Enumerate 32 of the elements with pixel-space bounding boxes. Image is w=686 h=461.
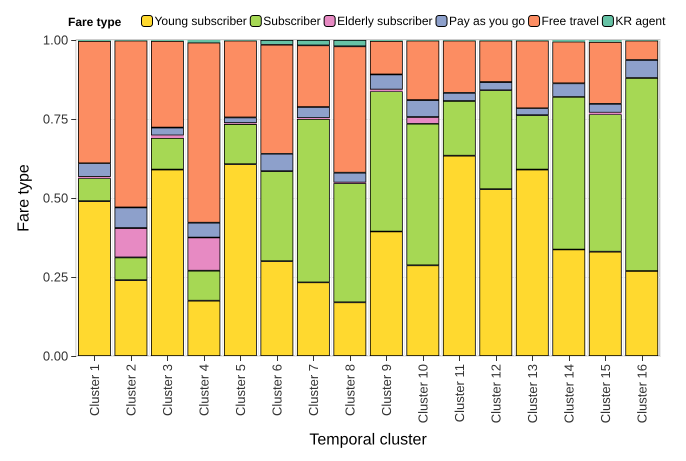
legend-label: Elderly subscriber: [337, 14, 433, 28]
legend-label: Free travel: [542, 14, 599, 28]
y-tick-label: 1.00: [42, 32, 68, 48]
x-tick-label: Cluster 14: [561, 364, 576, 424]
y-tick-label: 0.75: [42, 112, 68, 126]
x-tick-label: Cluster 8: [342, 364, 358, 416]
legend-title: Fare type: [68, 15, 122, 29]
legend-label: Subscriber: [263, 14, 321, 28]
x-tick-label: Cluster 3: [160, 364, 175, 416]
x-tick-label: Cluster 9: [378, 364, 394, 416]
legend-label: KR agent: [615, 14, 666, 28]
y-axis-title: Fare type: [16, 164, 32, 232]
x-tick-label: Cluster 13: [524, 364, 540, 424]
y-tick-label: 0.50: [42, 190, 68, 206]
x-axis-title: Temporal cluster: [309, 432, 428, 448]
legend-label: Pay as you go: [449, 14, 526, 28]
bar: [187, 40, 220, 43]
bar: [151, 135, 184, 138]
x-tick-label: Cluster 7: [306, 364, 321, 416]
y-tick-label: 0.00: [42, 348, 68, 364]
x-tick-label: Cluster 5: [232, 364, 248, 416]
x-tick-label: Cluster 16: [634, 364, 650, 424]
x-tick-label: Cluster 15: [598, 364, 613, 424]
x-tick-label: Cluster 6: [269, 364, 284, 416]
x-tick-label: Cluster 11: [452, 364, 467, 422]
x-tick-label: Cluster 4: [196, 364, 212, 416]
x-tick-label: Cluster 10: [415, 364, 430, 424]
x-tick-label: Cluster 1: [86, 364, 102, 416]
y-tick-label: 0.25: [42, 270, 68, 284]
x-tick-label: Cluster 2: [123, 364, 138, 416]
legend-label: Young subscriber: [154, 14, 247, 28]
x-tick-label: Cluster 12: [488, 364, 504, 424]
